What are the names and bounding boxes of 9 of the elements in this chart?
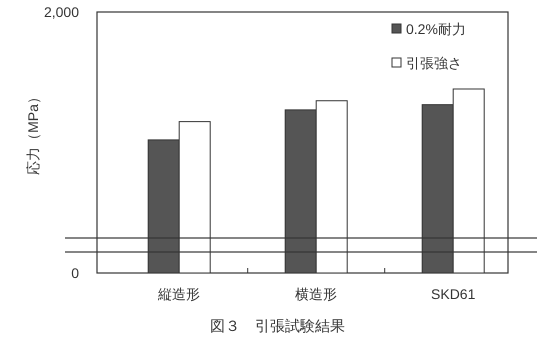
y-tick-label: 0	[71, 265, 80, 281]
y-axis-title: 応力（MPa）	[25, 90, 41, 175]
y-tick-label: 2,000	[44, 4, 80, 20]
x-tick-label: SKD61	[431, 286, 476, 302]
legend-label: 0.2%耐力	[406, 21, 466, 37]
legend-label: 引張強さ	[406, 55, 462, 71]
x-tick-label: 縦造形	[157, 286, 200, 302]
x-tick-label: 横造形	[295, 286, 338, 302]
text: 図３ 引張試験結果	[210, 318, 345, 335]
